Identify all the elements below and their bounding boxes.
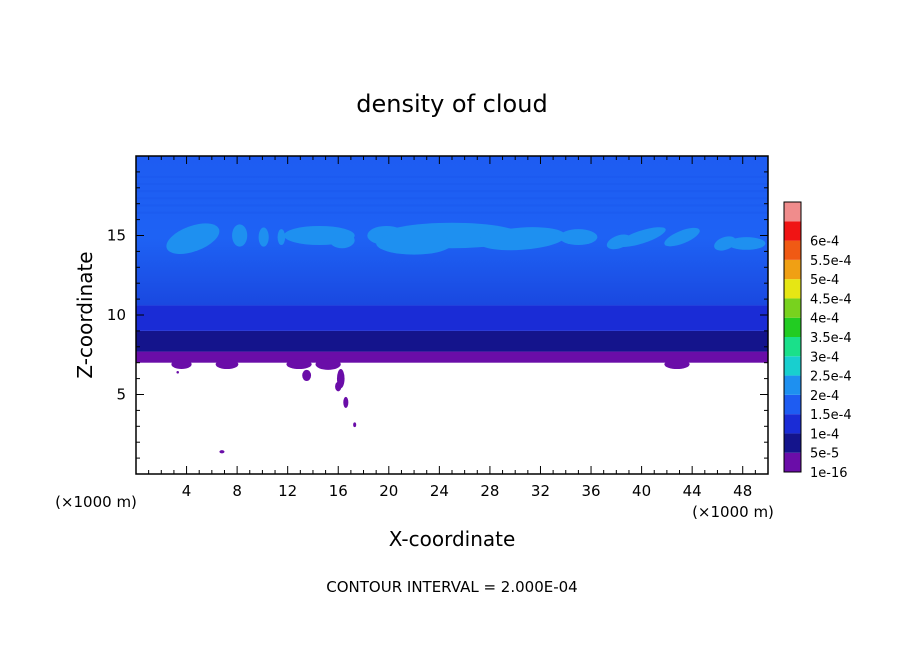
colorbar-swatch [784, 298, 801, 318]
density-band-stripe [136, 204, 768, 207]
colorbar-swatch [784, 452, 801, 472]
density-layer [136, 330, 768, 352]
cloud-fragment [664, 359, 690, 370]
colorbar-label: 3e-4 [810, 350, 839, 365]
colorbar-swatch [784, 337, 801, 357]
x-tick-label: 16 [329, 482, 348, 500]
colorbar-swatch [784, 279, 801, 299]
x-tick-label: 28 [480, 482, 499, 500]
density-band-stripe [136, 190, 768, 193]
cloud-fragment [286, 359, 312, 370]
cloud-fragment [171, 359, 192, 370]
x-tick-label: 36 [581, 482, 600, 500]
colorbar: 1e-16 5e-5 1e-4 1.5e-4 2e-4 2.5e-4 3e-4 3.5e-4 4… [783, 201, 852, 481]
cloud-patch [664, 227, 700, 247]
colorbar-label: 2.5e-4 [810, 370, 852, 385]
cloud-fragment [215, 359, 239, 370]
contour-interval-note: CONTOUR INTERVAL = 2.000E-04 [326, 578, 577, 596]
colorbar-swatch [784, 317, 801, 337]
plot-area [136, 156, 768, 474]
cloud-patch [559, 229, 598, 246]
colorbar-swatch [784, 240, 801, 260]
colorbar-label: 2e-4 [810, 389, 839, 404]
x-tick-label: 48 [733, 482, 752, 500]
x-tick-label: 24 [430, 482, 449, 500]
cloud-patch [376, 232, 452, 255]
y-tick-label: 10 [107, 306, 126, 324]
colorbar-label: 4.5e-4 [810, 292, 852, 307]
density-band-stripe [136, 175, 768, 178]
colorbar-swatch [784, 221, 801, 241]
x-tick-label: 32 [531, 482, 550, 500]
colorbar-swatch [784, 375, 801, 395]
x-tick-label: 44 [683, 482, 702, 500]
cloud-patches [166, 222, 766, 454]
x-unit-label-left: (×1000 m) [55, 493, 137, 511]
density-layer [136, 362, 768, 474]
x-tick-label: 4 [182, 482, 192, 500]
x-tick-label: 8 [232, 482, 242, 500]
y-tick-label: 5 [116, 386, 126, 404]
colorbar-swatch [784, 202, 801, 222]
cloud-fragment [335, 381, 342, 392]
cloud-patch [477, 227, 566, 251]
density-band-stripe [136, 183, 768, 186]
cloud-patch [277, 229, 286, 246]
cloud-patch [166, 223, 220, 254]
cloud-fragment [219, 450, 225, 454]
colorbar-swatch [784, 414, 801, 434]
x-axis-label: X-coordinate [389, 527, 516, 551]
x-unit-label-right: (×1000 m) [692, 503, 774, 521]
cloud-patch [258, 227, 269, 247]
chart-title: density of cloud [356, 90, 547, 118]
colorbar-label: 5e-4 [810, 273, 839, 288]
cloud-patch [617, 227, 666, 247]
colorbar-label: 1e-16 [810, 466, 848, 481]
colorbar-label: 3.5e-4 [810, 331, 852, 346]
cloud-fragment [343, 396, 349, 409]
density-band-stripe [136, 211, 768, 214]
x-tick-label: 20 [379, 482, 398, 500]
x-tick-label: 40 [632, 482, 651, 500]
cloud-patch [727, 237, 766, 250]
density-layer [136, 351, 768, 363]
colorbar-swatch [784, 394, 801, 415]
x-tick-label: 12 [278, 482, 297, 500]
colorbar-swatch [784, 433, 801, 453]
cloud-fragment [302, 369, 312, 381]
cloud-fragment [315, 358, 341, 370]
cloud-patch [232, 224, 248, 247]
cloud-patch [329, 232, 355, 249]
y-tick-label: 15 [107, 227, 126, 245]
density-band-stripe [136, 197, 768, 200]
density-layer [136, 305, 768, 331]
y-axis-label: Z-coordinate [73, 251, 97, 378]
colorbar-frame [783, 201, 802, 473]
colorbar-swatch [784, 259, 801, 280]
cloud-patch [714, 236, 736, 251]
colorbar-label: 1.5e-4 [810, 408, 852, 423]
colorbar-label: 4e-4 [810, 312, 839, 327]
colorbar-label: 5.5e-4 [810, 254, 852, 269]
colorbar-label: 6e-4 [810, 235, 839, 250]
cloud-fragment [353, 422, 357, 428]
colorbar-swatch [784, 356, 801, 376]
colorbar-label: 1e-4 [810, 427, 839, 442]
colorbar-label: 5e-5 [810, 447, 839, 462]
cloud-fragment [176, 370, 179, 374]
